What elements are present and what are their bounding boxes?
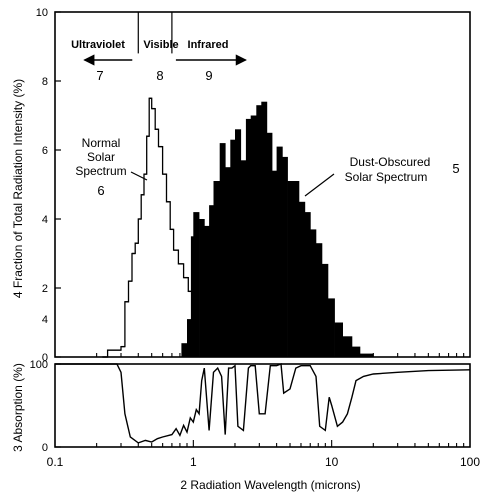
extra-tick-label: 4 bbox=[42, 314, 48, 326]
dust-bar-0 bbox=[181, 343, 188, 357]
dust-bar-19 bbox=[276, 146, 283, 357]
dust-bar-6 bbox=[209, 205, 214, 357]
x-tick-label-2: 10 bbox=[325, 455, 339, 469]
region-label-visible: Visible bbox=[143, 39, 178, 51]
y-tick-label-5: 10 bbox=[36, 7, 48, 19]
dust-bar-9 bbox=[225, 167, 231, 357]
dust-bar-3 bbox=[193, 212, 200, 357]
dust-bar-4 bbox=[199, 219, 205, 357]
dust-bar-5 bbox=[204, 225, 210, 357]
absorption-y-axis-label: 3 Absorption (%) bbox=[11, 363, 25, 452]
dust-series-index: 5 bbox=[452, 161, 459, 176]
abs-y-tick-label-0: 0 bbox=[42, 442, 48, 454]
x-tick-label-0: 0.1 bbox=[47, 455, 64, 469]
normal-label-line-3: Spectrum bbox=[75, 164, 126, 178]
dust-bar-15 bbox=[256, 105, 262, 357]
dust-bar-22 bbox=[293, 181, 300, 357]
dust-bar-1 bbox=[187, 319, 192, 357]
x-axis-label: 2 Radiation Wavelength (microns) bbox=[180, 478, 360, 492]
dust-bar-32 bbox=[359, 353, 374, 357]
dust-bar-18 bbox=[271, 170, 277, 357]
dust-label-line-2: Solar Spectrum bbox=[345, 170, 428, 184]
normal-solar-outline bbox=[102, 97, 194, 358]
normal-label-leader bbox=[130, 171, 148, 181]
absorption-line bbox=[55, 363, 471, 444]
dust-bar-10 bbox=[230, 139, 236, 357]
absorption-plot-frame bbox=[54, 363, 471, 448]
dust-bar-24 bbox=[304, 212, 311, 357]
x-tick-label-3: 100 bbox=[460, 455, 480, 469]
y-tick-label-1: 2 bbox=[42, 283, 48, 295]
dust-bar-23 bbox=[298, 201, 306, 358]
y-tick-label-4: 8 bbox=[42, 76, 48, 88]
dust-obscured-series bbox=[181, 101, 374, 358]
region-number-7: 7 bbox=[96, 68, 103, 83]
region-number-8: 8 bbox=[156, 68, 163, 83]
dust-label-line-1: Dust-Obscured bbox=[350, 155, 431, 169]
dust-bar-31 bbox=[351, 346, 361, 357]
dust-bar-28 bbox=[327, 298, 335, 357]
dust-bar-12 bbox=[240, 160, 247, 357]
spectrum-plot-frame bbox=[54, 11, 471, 358]
dust-bar-27 bbox=[321, 263, 329, 357]
spectrum-y-axis-label: 4 Fraction of Total Radiation Intensity … bbox=[11, 79, 25, 298]
region-number-9: 9 bbox=[205, 68, 212, 83]
y-tick-label-2: 4 bbox=[42, 214, 48, 226]
dust-bar-2 bbox=[190, 236, 194, 358]
spectrum-panel: 0 2 4 6 8 10 4 Ultraviolet 7 Visible 8 Infrared 9 N… bbox=[36, 7, 471, 364]
x-tick-label-1: 1 bbox=[190, 455, 197, 469]
dust-bar-11 bbox=[235, 129, 242, 357]
dust-bar-17 bbox=[266, 132, 273, 358]
dust-bar-25 bbox=[310, 229, 317, 357]
dust-bar-7 bbox=[213, 181, 220, 357]
y-tick-label-3: 6 bbox=[42, 145, 48, 157]
dust-bar-16 bbox=[261, 101, 268, 357]
y-tick-label-0: 0 bbox=[42, 352, 48, 364]
dust-label-leader bbox=[304, 173, 335, 197]
normal-series-index: 6 bbox=[97, 183, 104, 198]
dust-bar-29 bbox=[334, 322, 343, 357]
normal-label-line-2: Solar bbox=[87, 150, 115, 164]
abs-y-tick-label-1: 100 bbox=[30, 359, 48, 371]
dust-bar-26 bbox=[316, 243, 323, 357]
dust-bar-13 bbox=[245, 118, 252, 358]
dust-bar-21 bbox=[287, 181, 294, 357]
dust-bar-20 bbox=[282, 156, 288, 357]
region-label-ultraviolet: Ultraviolet bbox=[71, 39, 125, 51]
dust-bar-30 bbox=[342, 336, 353, 357]
dust-bar-14 bbox=[250, 115, 257, 357]
dust-bar-8 bbox=[219, 143, 226, 357]
normal-label-line-1: Normal bbox=[82, 136, 121, 150]
region-label-infrared: Infrared bbox=[188, 39, 229, 51]
